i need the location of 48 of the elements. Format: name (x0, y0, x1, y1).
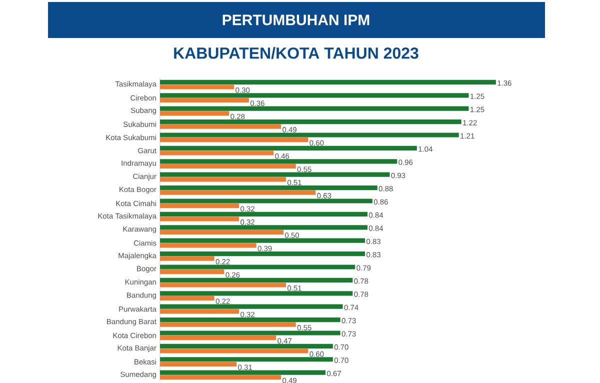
bar (160, 243, 256, 248)
bar (160, 251, 366, 256)
bar (160, 225, 368, 230)
bar (160, 238, 366, 243)
bar (160, 362, 237, 366)
bar (160, 93, 469, 98)
bar (160, 177, 286, 182)
bar (160, 230, 284, 234)
bar (160, 269, 224, 274)
chart-title: PERTUMBUHAN IPM (222, 14, 370, 26)
bar (160, 185, 378, 190)
bar (160, 278, 353, 282)
bar (160, 159, 398, 164)
bar (160, 190, 316, 195)
bar (160, 146, 417, 150)
bar (160, 357, 333, 362)
bar (160, 203, 240, 208)
bar (160, 98, 249, 102)
bar (160, 137, 308, 142)
bar (160, 317, 340, 322)
bar (160, 296, 214, 300)
bar (160, 132, 459, 138)
bar (160, 212, 368, 216)
bar (160, 106, 469, 111)
bar (160, 80, 496, 84)
bar (160, 322, 296, 327)
bar (160, 172, 390, 177)
bar (160, 256, 214, 261)
bar (160, 348, 308, 354)
bar (160, 84, 234, 90)
bar (160, 124, 282, 129)
chart-subtitle: KABUPATEN/KOTA TAHUN 2023 (174, 47, 418, 59)
bar (160, 291, 353, 296)
bar (160, 370, 326, 375)
bar (160, 216, 240, 222)
bar (160, 375, 282, 380)
bar (160, 198, 372, 204)
bar (160, 330, 340, 336)
bar (160, 164, 296, 168)
bar (160, 335, 276, 340)
bar (160, 111, 230, 116)
bar (160, 344, 333, 348)
bar (160, 119, 462, 124)
bar (160, 282, 286, 288)
bar (160, 304, 343, 309)
bar (160, 309, 240, 314)
bar (160, 150, 274, 156)
bar (160, 264, 356, 270)
